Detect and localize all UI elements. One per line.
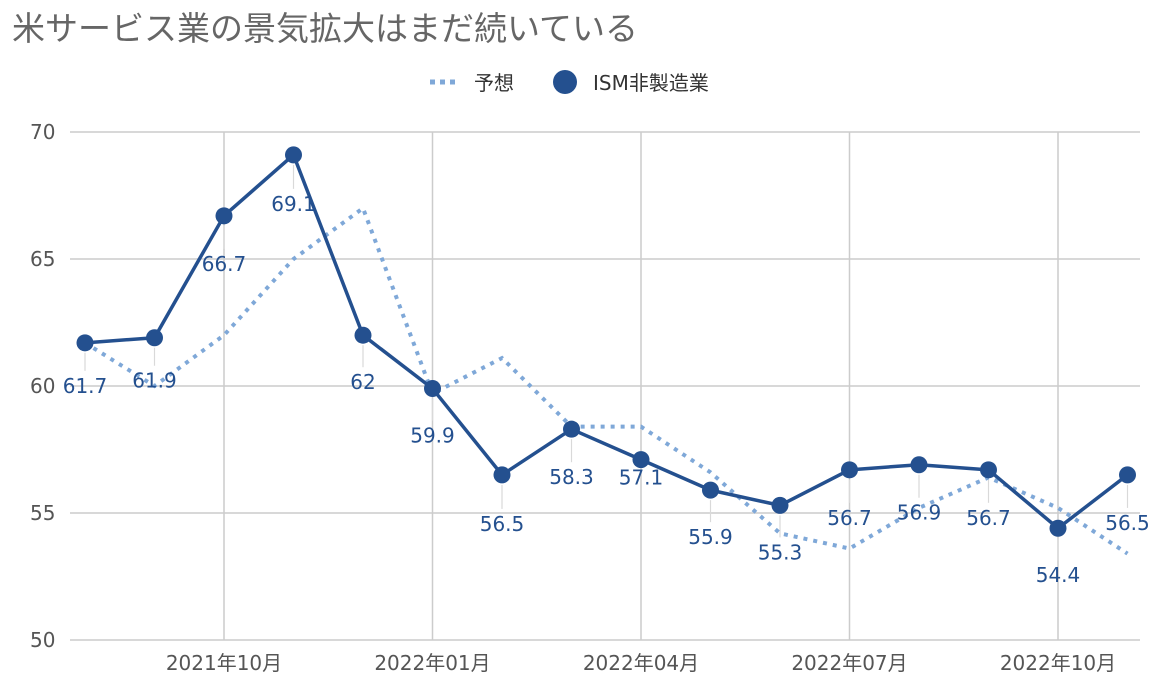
- data-label: 61.7: [63, 374, 108, 398]
- y-tick-label: 55: [30, 501, 55, 525]
- data-label: 55.3: [758, 540, 803, 564]
- data-label: 56.5: [1105, 511, 1150, 535]
- data-label: 56.5: [480, 512, 525, 536]
- y-gridlines: [70, 131, 1140, 641]
- y-tick-label: 50: [30, 628, 55, 652]
- ism-point: [146, 329, 163, 347]
- data-label: 57.1: [619, 466, 664, 490]
- data-label: 61.9: [132, 369, 177, 393]
- data-label: 56.7: [827, 506, 872, 530]
- x-tick-label: 2022年07月: [791, 651, 907, 675]
- x-tick-label: 2022年01月: [374, 651, 490, 675]
- ism-point: [424, 380, 441, 398]
- data-label: 58.3: [549, 465, 594, 489]
- ism-point: [702, 481, 719, 499]
- legend-label-ism: ISM非製造業: [593, 71, 709, 95]
- ism-point: [493, 466, 511, 484]
- data-labels: 61.7 61.9 66.7 69.1 62 59.9 56.5 58.3 57.1 55.9 55…: [63, 192, 1150, 587]
- data-label-leaders: [84, 164, 1129, 561]
- y-tick-label: 65: [30, 247, 55, 271]
- ism-point: [215, 207, 233, 225]
- ism-point: [910, 456, 928, 474]
- ism-point: [285, 146, 302, 164]
- legend: 予想 ISM非製造業: [430, 70, 709, 95]
- data-label: 59.9: [410, 424, 455, 448]
- legend-swatch-ism: [553, 70, 577, 94]
- ism-point: [76, 334, 94, 352]
- y-axis-tick-labels: 50 55 60 65 70: [30, 120, 55, 652]
- ism-point: [563, 420, 580, 438]
- x-tick-label: 2021年10月: [166, 651, 282, 675]
- ism-point: [841, 461, 858, 479]
- x-axis-tick-labels: 2021年10月 2022年01月 2022年04月 2022年07月 2022年10月: [166, 651, 1116, 675]
- series-ism: [84, 153, 1129, 530]
- ism-line: [84, 153, 1129, 530]
- y-tick-label: 70: [30, 120, 55, 144]
- ism-point: [980, 461, 997, 479]
- x-tick-label: 2022年10月: [1000, 651, 1116, 675]
- ism-point: [354, 326, 372, 344]
- data-label: 66.7: [202, 252, 247, 276]
- ism-point: [632, 451, 650, 469]
- data-label: 62: [350, 370, 375, 394]
- ism-point: [1119, 466, 1136, 484]
- y-tick-label: 60: [30, 374, 55, 398]
- data-label: 69.1: [271, 192, 316, 216]
- x-tick-label: 2022年04月: [583, 651, 699, 675]
- data-label: 55.9: [688, 525, 733, 549]
- data-label: 54.4: [1036, 563, 1081, 587]
- legend-label-forecast: 予想: [474, 71, 514, 95]
- ism-point: [1049, 519, 1067, 537]
- ism-point: [771, 496, 789, 514]
- data-label: 56.9: [897, 501, 942, 525]
- chart-title: 米サービス業の景気拡大はまだ続いている: [12, 9, 639, 48]
- data-label: 56.7: [966, 506, 1011, 530]
- series-ism-points: [76, 146, 1136, 537]
